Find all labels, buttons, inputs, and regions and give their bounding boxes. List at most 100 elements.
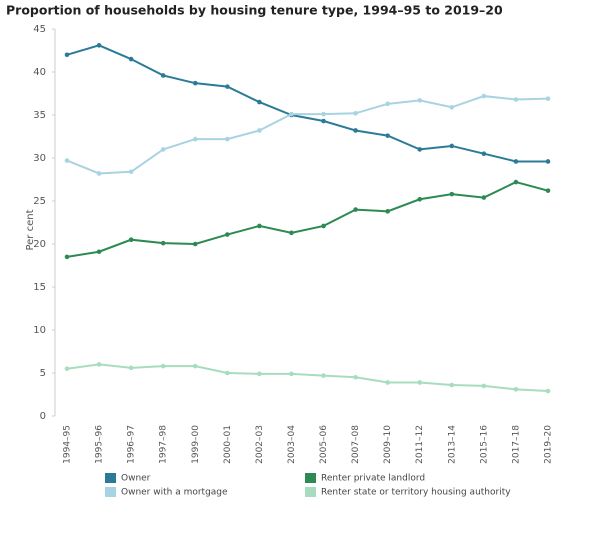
y-tick-label: 35 [33, 110, 46, 121]
point [417, 196, 423, 202]
point [160, 363, 166, 369]
legend-swatch [305, 473, 316, 483]
point [289, 230, 294, 236]
point [385, 101, 390, 107]
point [545, 388, 551, 394]
x-tick-label: 2015–16 [479, 425, 489, 464]
x-tick-label: 2000–01 [223, 425, 233, 464]
point [64, 52, 70, 58]
y-tick-label: 25 [33, 196, 46, 207]
point [160, 240, 166, 246]
y-tick-label: 45 [33, 24, 46, 35]
point [64, 158, 70, 163]
point [96, 249, 102, 255]
x-tick-label: 1995–96 [95, 425, 105, 464]
point [545, 188, 551, 193]
point [128, 365, 134, 371]
x-tick-label: 1999–00 [191, 425, 201, 464]
point [481, 151, 487, 156]
point [417, 98, 423, 103]
point [192, 80, 198, 86]
point [481, 195, 487, 200]
point [353, 375, 358, 380]
legend-swatch [105, 487, 116, 497]
point [449, 191, 455, 197]
series-line [66, 363, 549, 393]
y-tick-label: 20 [33, 239, 46, 250]
point [225, 232, 230, 237]
point [96, 171, 102, 176]
point [160, 73, 166, 78]
x-tick-label: 2003–04 [287, 425, 297, 464]
point [96, 362, 102, 367]
point [128, 237, 134, 242]
point [321, 111, 326, 117]
point [449, 143, 455, 149]
point [513, 97, 519, 102]
point [257, 371, 262, 377]
legend-swatch [305, 487, 316, 497]
point [64, 366, 70, 372]
point [257, 223, 262, 229]
legend-label: Renter state or territory housing author… [321, 488, 511, 498]
point [481, 93, 487, 99]
point [192, 136, 198, 142]
point [192, 363, 198, 369]
x-tick-label: 2017–18 [511, 425, 521, 464]
point [96, 43, 102, 48]
x-tick-label: 2002–03 [255, 425, 265, 464]
point [64, 254, 70, 260]
point [321, 373, 326, 378]
y-tick-label: 5 [40, 368, 46, 379]
x-tick-label: 2005–06 [319, 425, 329, 464]
point [289, 111, 294, 117]
x-tick-label: 2011–12 [415, 425, 425, 464]
point [128, 169, 134, 175]
point [385, 380, 390, 385]
legend-label: Owner [121, 474, 151, 484]
x-tick-label: 2013–14 [447, 425, 457, 464]
point [353, 207, 358, 212]
series-line [66, 95, 549, 175]
point [449, 382, 455, 388]
chart-title: Proportion of households by housing tenu… [6, 3, 503, 18]
point [160, 147, 166, 152]
point [257, 99, 262, 105]
point [417, 147, 423, 152]
legend-label: Owner with a mortgage [121, 488, 228, 498]
point [513, 179, 519, 185]
point [321, 118, 326, 124]
y-tick-label: 15 [33, 282, 46, 293]
x-tick-label: 1996–97 [127, 425, 137, 464]
y-tick-label: 0 [40, 411, 46, 422]
y-tick-label: 40 [33, 67, 46, 78]
series-line [66, 44, 548, 163]
point [225, 370, 230, 376]
point [513, 159, 519, 164]
point [289, 371, 294, 377]
point [257, 128, 262, 133]
point [321, 223, 326, 229]
x-tick-label: 2007–08 [351, 425, 361, 464]
legend-label: Renter private landlord [321, 474, 425, 484]
y-tick-label: 10 [33, 325, 46, 336]
point [513, 387, 519, 392]
point [225, 136, 230, 142]
point [385, 209, 390, 214]
point [545, 159, 551, 164]
x-tick-label: 1997–98 [159, 425, 169, 464]
point [481, 383, 487, 389]
legend-swatch [105, 473, 116, 483]
y-tick-label: 30 [33, 153, 46, 164]
point [449, 104, 455, 110]
point [225, 84, 230, 89]
point [385, 133, 390, 138]
point [545, 96, 551, 101]
y-axis-label: Per cent [25, 209, 36, 250]
point [417, 380, 423, 385]
point [353, 128, 358, 133]
x-tick-label: 2019–20 [544, 425, 554, 464]
series-line [66, 181, 549, 258]
point [128, 56, 134, 62]
